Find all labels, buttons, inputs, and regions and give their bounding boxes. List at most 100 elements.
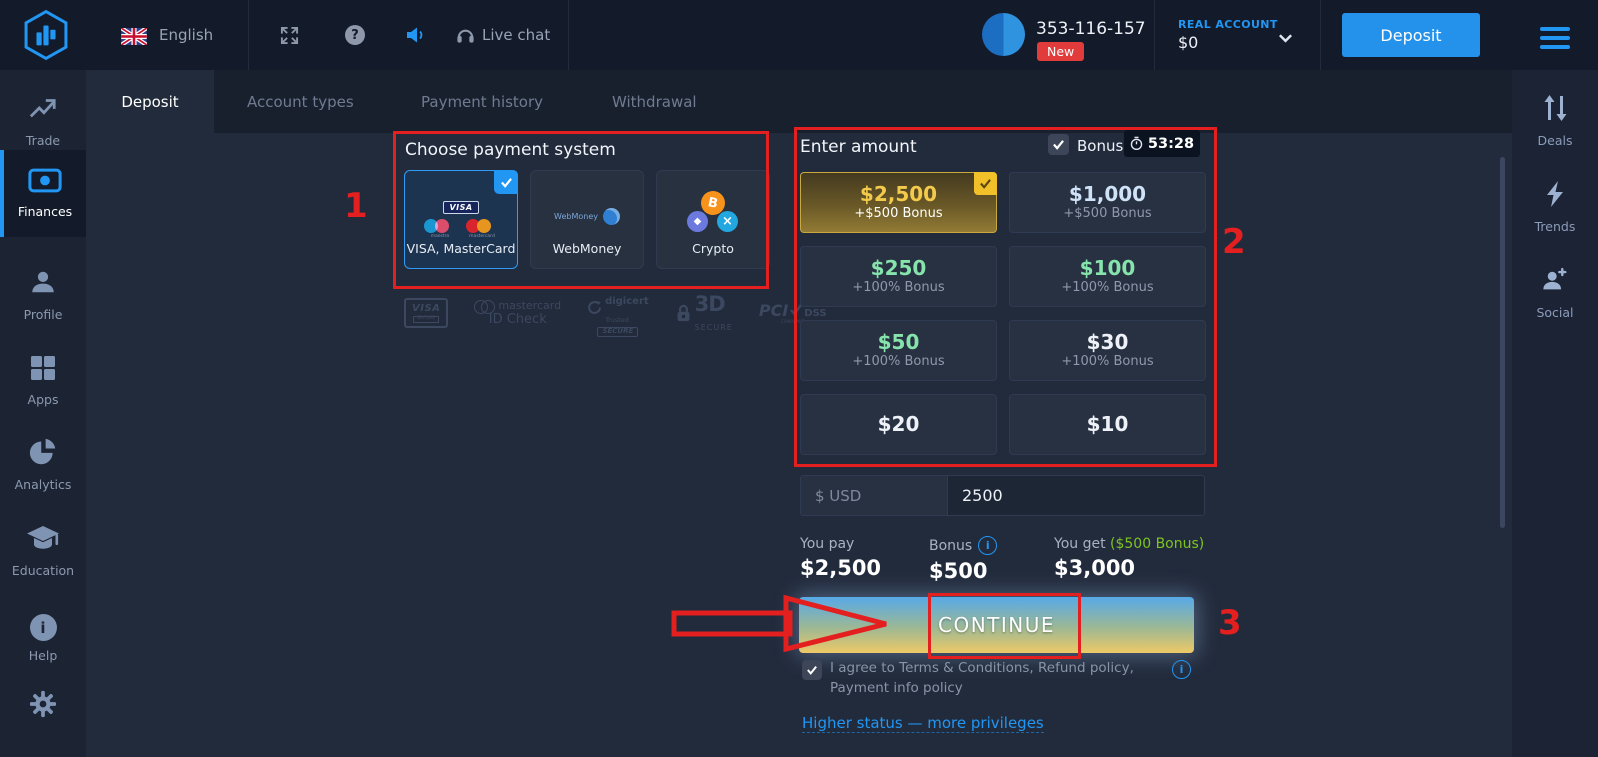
lightning-icon xyxy=(1544,180,1566,212)
divider xyxy=(248,0,249,70)
amount-option-50[interactable]: $50 +100% Bonus xyxy=(800,320,997,381)
selected-check-icon xyxy=(974,172,997,195)
3d-secure-badge: 3D SECURE xyxy=(675,293,733,334)
sidebar-item-finances[interactable]: Finances xyxy=(0,150,86,237)
visa-secure-badge: VISA SECURE xyxy=(404,298,449,329)
divider xyxy=(1154,0,1155,70)
amount-input-row: $ USD xyxy=(800,475,1205,516)
visa-logo: VISA xyxy=(443,201,479,214)
continue-button[interactable]: CONTINUE xyxy=(799,597,1194,653)
scrollbar-thumb[interactable] xyxy=(1500,157,1505,528)
sidebar-item-help[interactable]: i Help xyxy=(0,606,86,671)
payment-method-crypto[interactable]: B ◆ × Crypto xyxy=(656,170,770,269)
sidebar-item-deals[interactable]: Deals xyxy=(1512,88,1598,154)
account-balance: $0 xyxy=(1178,33,1199,52)
bonus-label: Bonus xyxy=(1077,137,1124,155)
amount-option-20[interactable]: $20 xyxy=(800,394,997,455)
amount-grid: $2,500 +$500 Bonus $1,000 +$500 Bonus $2… xyxy=(800,172,1206,455)
higher-status-link[interactable]: Higher status — more privileges xyxy=(802,714,1044,733)
stopwatch-icon xyxy=(1130,136,1143,151)
payment-method-webmoney[interactable]: WebMoney WebMoney xyxy=(530,170,644,269)
sidebar-item-profile[interactable]: Profile xyxy=(0,260,86,330)
amount-option-1000[interactable]: $1,000 +$500 Bonus xyxy=(1009,172,1206,233)
bonus-info-icon[interactable]: i xyxy=(978,536,998,555)
account-switcher[interactable]: REAL ACCOUNT $0 xyxy=(1178,18,1278,52)
tab-account-types[interactable]: Account types xyxy=(247,92,354,111)
settings-gear-icon xyxy=(29,690,57,722)
padlock-icon xyxy=(677,304,690,322)
fullscreen-icon[interactable] xyxy=(280,26,299,49)
selected-check-icon xyxy=(494,170,518,194)
chevron-down-icon[interactable] xyxy=(1278,29,1293,48)
avatar[interactable] xyxy=(982,13,1025,56)
education-icon xyxy=(26,525,60,556)
new-status-badge: New xyxy=(1037,41,1085,61)
analytics-icon xyxy=(29,438,57,470)
apps-icon xyxy=(30,355,56,385)
headset-icon xyxy=(455,24,476,49)
terms-info-icon[interactable]: i xyxy=(1172,660,1191,679)
tab-payment-history[interactable]: Payment history xyxy=(421,92,544,111)
annotation-number-2: 2 xyxy=(1222,222,1246,262)
tab-deposit[interactable]: Deposit xyxy=(86,70,214,133)
annotation-arrow xyxy=(671,594,887,653)
bonus-block: Bonus i $500 xyxy=(929,536,998,583)
webmoney-logo: WebMoney xyxy=(554,208,620,225)
help-icon[interactable]: ? xyxy=(345,25,365,45)
sidebar-item-analytics[interactable]: Analytics xyxy=(0,430,86,500)
annotation-number-1: 1 xyxy=(344,186,368,226)
profile-icon xyxy=(29,268,57,300)
amount-input[interactable] xyxy=(948,476,1204,515)
divider xyxy=(1320,0,1321,70)
add-user-icon xyxy=(1541,266,1569,298)
amount-option-250[interactable]: $250 +100% Bonus xyxy=(800,246,997,307)
deposit-button[interactable]: Deposit xyxy=(1342,13,1480,57)
tab-withdrawal[interactable]: Withdrawal xyxy=(612,92,697,111)
digicert-ring-icon xyxy=(588,301,601,314)
amount-section-title: Enter amount xyxy=(800,137,917,157)
sidebar-item-education[interactable]: Education xyxy=(0,517,86,586)
sidebar-item-social[interactable]: Social xyxy=(1512,260,1598,326)
account-id: 353-116-157 xyxy=(1036,19,1146,39)
amount-option-10[interactable]: $10 xyxy=(1009,394,1206,455)
sidebar-item-trends[interactable]: Trends xyxy=(1512,174,1598,240)
card-brand-icons: maestro mastercard xyxy=(424,219,498,239)
top-bar: English ? Live chat 353-116-157 New REAL… xyxy=(0,0,1598,70)
tab-bar: Deposit Account types Payment history Wi… xyxy=(86,70,1512,133)
live-chat-button[interactable]: Live chat xyxy=(482,26,551,44)
annotation-number-3: 3 xyxy=(1218,603,1242,643)
amount-option-2500[interactable]: $2,500 +$500 Bonus xyxy=(800,172,997,233)
mastercard-idcheck-badge: mastercard ID Check xyxy=(474,299,561,327)
sound-icon[interactable] xyxy=(405,25,426,49)
trade-icon xyxy=(28,94,58,126)
language-selector[interactable]: English xyxy=(159,26,214,44)
app-logo-icon[interactable] xyxy=(20,7,72,67)
divider xyxy=(568,0,569,70)
sidebar-item-trade[interactable]: Trade xyxy=(0,86,86,156)
ripple-icon: × xyxy=(717,211,738,232)
uk-flag-icon xyxy=(120,26,148,49)
info-icon: i xyxy=(29,614,57,641)
agree-terms-text[interactable]: I agree to Terms & Conditions, Refund po… xyxy=(830,660,1134,696)
left-sidebar: Trade Finances Profile Apps Analytics Ed… xyxy=(0,70,86,757)
amount-option-100[interactable]: $100 +100% Bonus xyxy=(1009,246,1206,307)
menu-icon[interactable] xyxy=(1540,22,1570,54)
payment-method-visa-mastercard[interactable]: VISA maestro mastercard VISA, MasterCard xyxy=(404,170,518,269)
sidebar-item-settings[interactable] xyxy=(0,682,86,730)
right-sidebar: Deals Trends Social xyxy=(1512,70,1598,757)
account-type-label: REAL ACCOUNT xyxy=(1178,18,1278,31)
currency-select[interactable]: $ USD xyxy=(801,476,948,515)
bonus-note: ($500 Bonus) xyxy=(1110,536,1205,552)
you-pay-block: You pay $2,500 xyxy=(800,536,882,580)
webmoney-globe-icon xyxy=(602,208,620,225)
finances-icon xyxy=(28,168,62,197)
agree-checkbox[interactable] xyxy=(802,660,822,680)
bonus-checkbox[interactable] xyxy=(1048,134,1069,155)
amount-option-30[interactable]: $30 +100% Bonus xyxy=(1009,320,1206,381)
payment-section-title: Choose payment system xyxy=(405,140,616,160)
crypto-icons: B ◆ × xyxy=(685,188,741,233)
security-badges: VISA SECURE mastercard ID Check digicert… xyxy=(404,290,827,337)
sidebar-item-apps[interactable]: Apps xyxy=(0,347,86,415)
bonus-timer: 53:28 xyxy=(1124,130,1200,157)
